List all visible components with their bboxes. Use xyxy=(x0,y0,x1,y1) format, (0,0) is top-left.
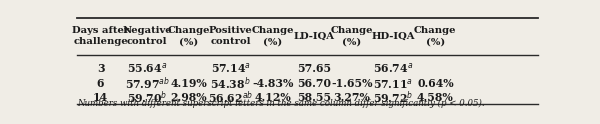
Text: Change
(%): Change (%) xyxy=(331,27,373,46)
Text: 6: 6 xyxy=(97,78,104,89)
Text: Negative
control: Negative control xyxy=(122,27,172,46)
Text: Change
(%): Change (%) xyxy=(251,27,294,46)
Text: 56.70: 56.70 xyxy=(298,78,331,89)
Text: Days after
challenge: Days after challenge xyxy=(72,27,129,46)
Text: 57.97$^{ab}$: 57.97$^{ab}$ xyxy=(125,75,170,92)
Text: 57.65: 57.65 xyxy=(298,63,332,74)
Text: 3.27%: 3.27% xyxy=(333,93,370,103)
Text: LD-IQA: LD-IQA xyxy=(294,32,335,41)
Text: 4.19%: 4.19% xyxy=(170,78,208,89)
Text: 56.62$^{ab}$: 56.62$^{ab}$ xyxy=(208,90,253,106)
Text: 57.14$^a$: 57.14$^a$ xyxy=(211,61,251,75)
Text: 58.55: 58.55 xyxy=(298,93,332,103)
Text: 56.74$^a$: 56.74$^a$ xyxy=(373,61,413,75)
Text: Change
(%): Change (%) xyxy=(414,27,457,46)
Text: 4.58%: 4.58% xyxy=(417,93,454,103)
Text: Change
(%): Change (%) xyxy=(167,27,210,46)
Text: 59.72$^b$: 59.72$^b$ xyxy=(373,90,413,106)
Text: 55.64$^a$: 55.64$^a$ xyxy=(127,61,167,75)
Text: Numbers with different superscript letters in the same column differ significant: Numbers with different superscript lette… xyxy=(77,99,485,108)
Text: 4.12%: 4.12% xyxy=(254,93,291,103)
Text: 3: 3 xyxy=(97,63,104,74)
Text: 14: 14 xyxy=(93,93,108,103)
Text: 0.64%: 0.64% xyxy=(417,78,454,89)
Text: 54.38$^b$: 54.38$^b$ xyxy=(211,75,251,92)
Text: 57.11$^a$: 57.11$^a$ xyxy=(373,77,413,91)
Text: -1.65%: -1.65% xyxy=(331,78,373,89)
Text: Positive
control: Positive control xyxy=(209,27,253,46)
Text: 2.98%: 2.98% xyxy=(170,93,207,103)
Text: HD-IQA: HD-IQA xyxy=(372,32,415,41)
Text: -4.83%: -4.83% xyxy=(252,78,293,89)
Text: 59.70$^b$: 59.70$^b$ xyxy=(127,90,167,106)
